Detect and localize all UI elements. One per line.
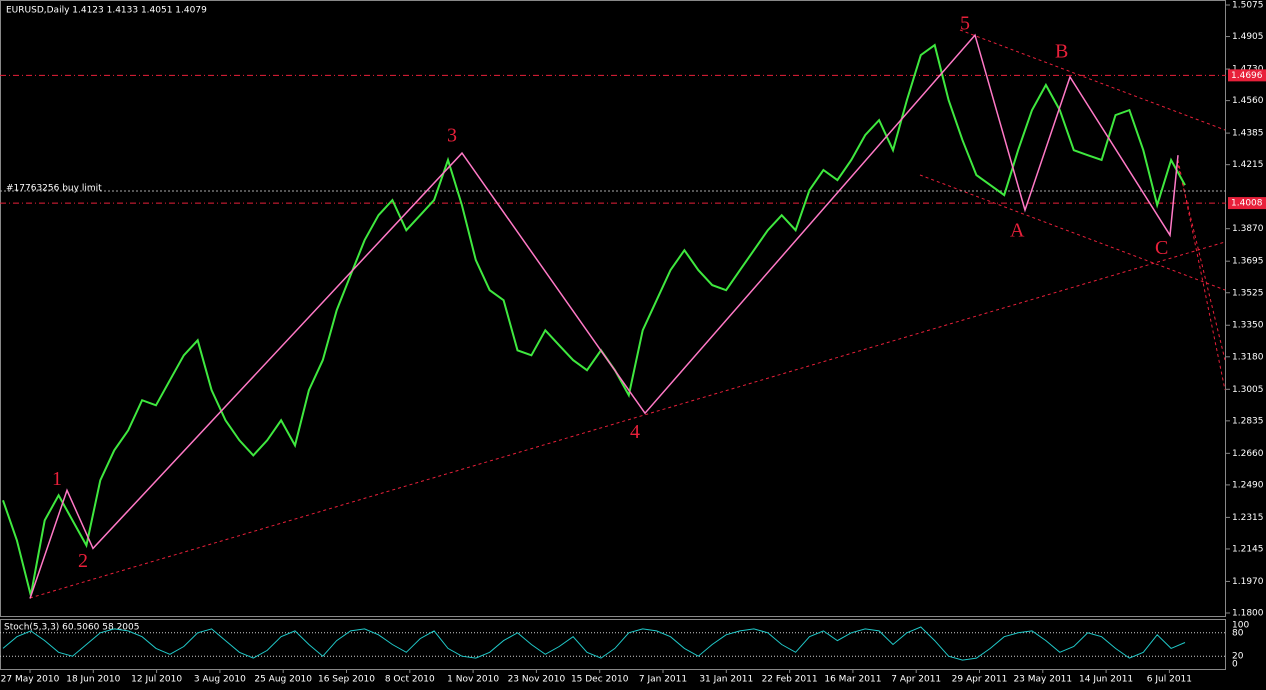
x-tick-label: 8 Oct 2010 (385, 675, 435, 685)
x-tick-label: 16 Sep 2010 (318, 675, 375, 685)
y-tick-label: 1.3695 (1232, 257, 1264, 267)
y-tick-label: 1.4215 (1232, 160, 1264, 170)
x-tick-label: 16 Mar 2011 (824, 675, 881, 685)
trendline (29, 241, 1226, 599)
price-line (2, 43, 1186, 596)
x-tick-label: 18 Jun 2010 (66, 675, 120, 685)
x-tick-label: 31 Jan 2011 (699, 675, 753, 685)
channel-lower (919, 174, 1226, 291)
y-tick-label: 1.2835 (1232, 416, 1264, 426)
stoch-tick-label: 20 (1232, 652, 1244, 662)
x-tick-label: 3 Aug 2010 (194, 675, 246, 685)
y-tick-label: 1.2660 (1232, 449, 1264, 459)
y-tick-label: 1.4385 (1232, 129, 1264, 139)
wave-label: 5 (960, 13, 970, 35)
wave-label: 4 (630, 421, 640, 443)
main-frame (0, 0, 1226, 617)
trendlines (29, 29, 1226, 599)
y-tick-label: 1.3005 (1232, 385, 1264, 395)
y-tick-label: 1.5075 (1232, 1, 1264, 11)
x-tick-label: 15 Dec 2010 (571, 675, 629, 685)
stoch-frame (0, 619, 1226, 670)
y-tick-label: 1.1800 (1232, 609, 1264, 619)
x-tick-label: 25 Aug 2010 (254, 675, 312, 685)
x-tick-label: 12 Jul 2010 (131, 675, 182, 685)
stoch-tick-label: 100 (1232, 621, 1249, 631)
x-tick-label: 23 May 2011 (1013, 675, 1072, 685)
wave-label: B (1055, 41, 1068, 63)
x-tick-label: 23 Nov 2010 (508, 675, 566, 685)
order-label: #17763256 buy limit (6, 184, 102, 194)
x-tick-label: 14 Jun 2011 (1079, 675, 1133, 685)
level-tag (1228, 69, 1266, 82)
stoch-title: Stoch(5,3,3) 60.5060 58.2005 (4, 623, 139, 633)
x-tick-label: 29 Apr 2011 (952, 675, 1008, 685)
y-tick-label: 1.4560 (1232, 96, 1264, 106)
x-tick-label: 22 Feb 2011 (762, 675, 818, 685)
y-tick-label: 1.1970 (1232, 577, 1264, 587)
y-tick-label: 1.2490 (1232, 480, 1264, 490)
y-tick-label: 1.3525 (1232, 288, 1264, 298)
wave-label: 2 (78, 550, 88, 572)
level-label: 1.4008 (1231, 199, 1263, 209)
x-tick-label: 7 Jan 2011 (639, 675, 687, 685)
stoch-line (2, 626, 1186, 661)
x-tick-label: 27 May 2010 (1, 675, 60, 685)
wave-label: 3 (447, 125, 457, 147)
y-tick-label: 1.3180 (1232, 352, 1264, 362)
y-tick-label: 1.2145 (1232, 544, 1264, 554)
stoch-tick-label: 80 (1232, 628, 1244, 638)
y-tick-label: 1.4905 (1232, 32, 1264, 42)
level-tag (1228, 197, 1266, 210)
wave-path (29, 33, 1179, 599)
wave-label: A (1010, 220, 1025, 242)
channel-upper (959, 29, 1226, 131)
wave-label: C (1155, 237, 1168, 259)
y-tick-label: 1.2315 (1232, 513, 1264, 523)
wave-label: 1 (52, 468, 62, 490)
y-tick-label: 1.3350 (1232, 321, 1264, 331)
x-tick-label: 6 Jul 2011 (1147, 675, 1192, 685)
x-tick-label: 7 Apr 2011 (891, 675, 941, 685)
x-tick-label: 1 Nov 2010 (447, 675, 499, 685)
stoch-tick-label: 0 (1232, 660, 1238, 670)
y-tick-label: 1.3870 (1232, 224, 1264, 234)
level-label: 1.4696 (1231, 71, 1263, 81)
chart-title: EURUSD,Daily 1.4123 1.4133 1.4051 1.4079 (6, 6, 207, 16)
